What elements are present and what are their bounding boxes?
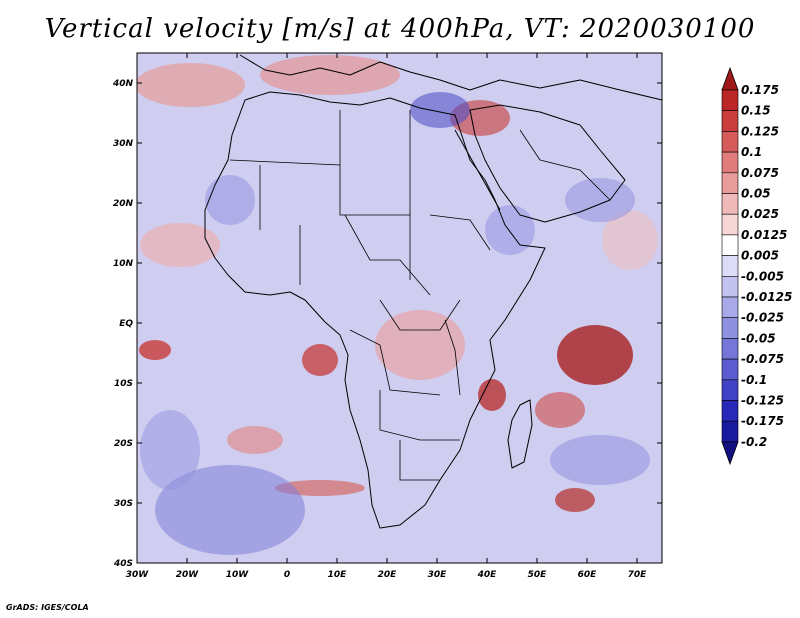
colorbar-segment [721,234,739,256]
arabia-coastline [469,104,626,223]
blue-patch-sw-atlantic [140,410,200,490]
red-patch-indian-ocean [557,325,633,385]
lon-label: 60E [578,570,598,580]
lat-label: 30N [113,139,134,149]
colorbar-label: 0.15 [741,104,771,118]
lon-label: 10W [226,570,250,580]
red-patch-atlantic-10n [140,223,220,267]
colorbar-label: 0.125 [741,124,779,138]
blue-patch-west-africa [205,175,255,225]
colorbar-label: 0.1 [741,145,762,159]
colorbar-segment [721,172,739,194]
colorbar-segment [721,89,739,112]
red-patch-arabian-sea [602,210,658,270]
colorbar-label: -0.2 [741,435,767,449]
colorbar-segment [721,213,739,236]
lon-label: 70E [628,570,648,580]
colorbar-segment [721,193,739,215]
colorbar-label: -0.05 [741,331,776,345]
red-patch-indian-ocean-2 [535,392,585,428]
colorbar-top-arrow [721,66,739,91]
colorbar-segment [721,400,739,422]
colorbar-segment [721,358,739,381]
map-title: Vertical velocity [m/s] at 400hPa, VT: 2… [44,14,756,44]
lon-label: 30E [428,570,448,580]
colorbar-segment [721,275,739,298]
madagascar-coastline [507,399,533,469]
colorbar-segment [721,131,739,153]
lon-label: 40E [477,570,498,580]
lat-label: 20N [113,199,134,209]
colorbar: 0.175 0.15 0.125 0.1 0.075 0.05 0.025 0.0125 0.0… [721,66,792,466]
europe-coastline [239,54,663,101]
lat-label: EQ [119,319,133,329]
colorbar-label: 0.075 [741,166,779,180]
colorbar-segment [721,255,739,277]
latitude-labels: 40N 30N 20N 10N EQ 10S 20S 30S 40S [112,79,134,569]
colorbar-segment [721,151,739,174]
red-sea-line [454,129,501,211]
colorbar-segment [721,420,739,443]
longitude-labels: 30W 20W 10W 0 10E 20E 30E 40E 50E 60E 70E [126,570,647,580]
colorbar-label: -0.075 [741,352,784,366]
red-patch-congo [302,344,338,376]
colorbar-label: -0.005 [741,269,784,283]
lon-label: 10E [328,570,348,580]
colorbar-segment [721,379,739,401]
lat-label: 10N [113,259,134,269]
lat-label: 10S [114,379,133,389]
axis-ticks [136,53,662,564]
blue-patch-arabian-sea [565,178,635,222]
lon-label: 50E [528,570,548,580]
colorbar-segment [721,110,739,132]
lat-label: 30S [114,499,133,509]
credit-text: GrADS: IGES/COLA [6,603,89,612]
red-patch-southern-ocean [555,488,595,512]
red-patch-east-atlantic [139,340,171,360]
lon-label: 20E [378,570,398,580]
coastlines [204,54,663,529]
colorbar-label: 0.025 [741,207,779,221]
red-patch-south-atlantic [227,426,283,454]
blue-patch-south-indian [550,435,650,485]
red-patch-mediterranean [260,55,400,95]
country-borders [229,110,611,481]
lat-label: 40S [113,559,133,569]
colorbar-bottom-arrow [721,441,739,466]
blue-patch-ethiopia [485,205,535,255]
colorbar-segment [721,338,739,360]
colorbar-label: 0.005 [741,249,779,263]
red-patch-mozambique [478,379,506,411]
colorbar-label: -0.175 [741,414,784,428]
colorbar-segment [721,296,739,319]
red-patch-central-africa [375,310,465,380]
red-patch-north-atlantic [137,63,245,107]
colorbar-label: 0.0125 [741,228,787,242]
lon-label: 30W [126,570,150,580]
colorbar-label: 0.175 [741,83,779,97]
blue-patch-north-africa [410,92,470,128]
lat-label: 40N [112,79,134,89]
colorbar-label: -0.025 [741,311,784,325]
africa-coastline [204,91,546,529]
colorbar-label: -0.125 [741,394,784,408]
colorbar-segment [721,317,739,339]
colorbar-label: 0.05 [741,187,771,201]
lat-label: 20S [114,439,133,449]
lon-label: 20W [176,570,200,580]
velocity-field [137,55,658,555]
lon-label: 0 [284,570,290,580]
blue-patch-south-atlantic [155,465,305,555]
colorbar-label: -0.0125 [741,290,792,304]
map-frame [136,52,663,564]
colorbar-label: -0.1 [741,373,767,387]
